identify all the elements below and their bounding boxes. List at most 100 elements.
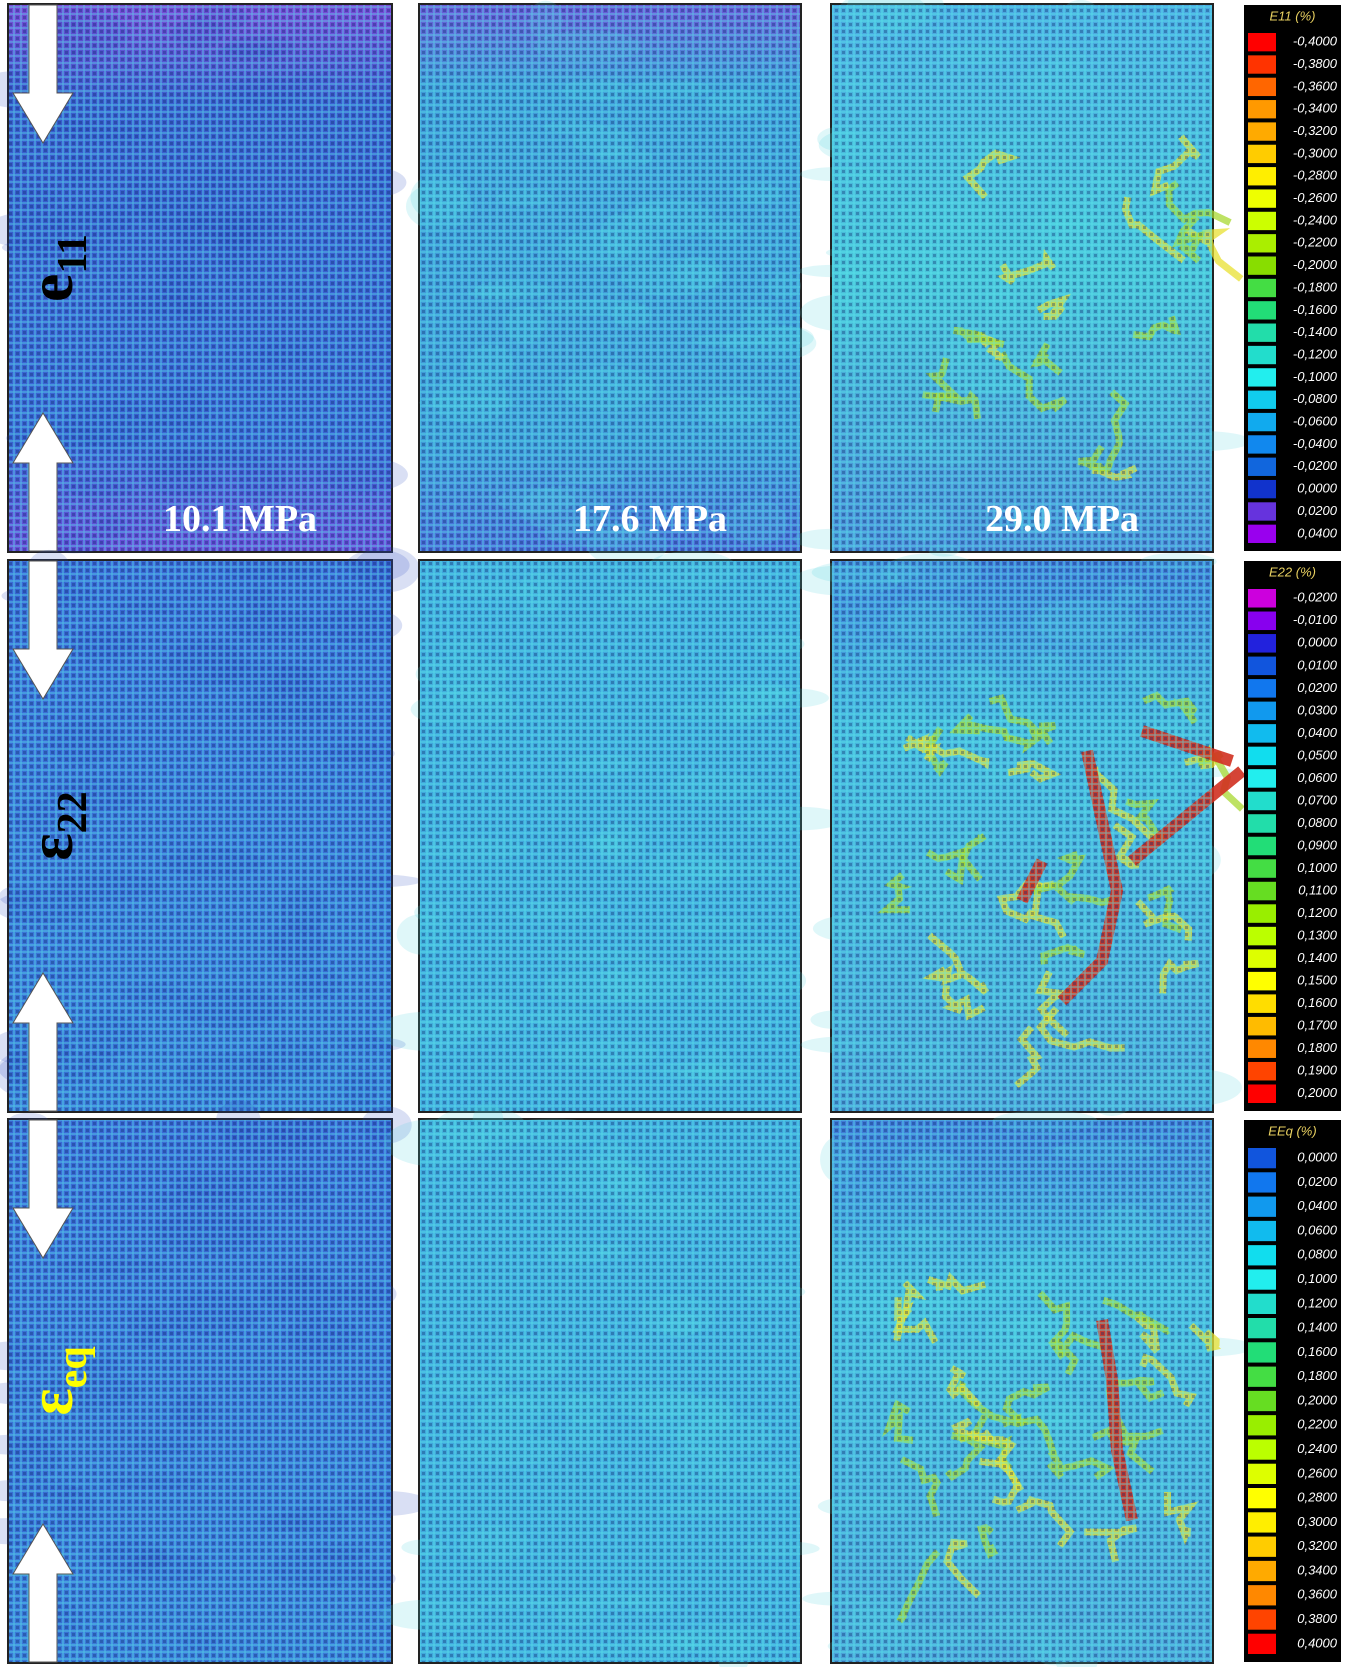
- colorbar-swatch: [1248, 926, 1276, 946]
- map-grid: [9, 5, 391, 551]
- map-grid: [9, 1120, 391, 1662]
- stress-label: 29.0 MPa: [985, 498, 1139, 540]
- colorbar-swatch: [1248, 345, 1276, 365]
- colorbar-label: 0,2200: [1297, 1417, 1338, 1432]
- colorbar-label: 0,1200: [1297, 1295, 1338, 1310]
- colorbar-label: 0,0400: [1297, 525, 1338, 540]
- strain-map: [0, 1100, 430, 1664]
- colorbar-swatch: [1248, 1512, 1276, 1533]
- colorbar-label: -0,0400: [1293, 436, 1338, 451]
- colorbar-label: -0,2600: [1293, 190, 1338, 205]
- colorbar-swatch: [1248, 724, 1276, 743]
- colorbar-label: 0,0600: [1297, 770, 1338, 785]
- colorbar-swatch: [1248, 55, 1276, 74]
- colorbar-label: 0,1800: [1297, 1040, 1338, 1055]
- colorbar-swatch: [1248, 1318, 1276, 1339]
- colorbar-label: -0,1600: [1293, 302, 1338, 317]
- colorbar-label: 0,4000: [1297, 1635, 1338, 1650]
- colorbar-swatch: [1248, 859, 1276, 878]
- colorbar-swatch: [1248, 189, 1276, 208]
- colorbar-label: 0,3400: [1297, 1562, 1338, 1577]
- colorbar-swatch: [1248, 301, 1276, 320]
- strain-map: [376, 550, 848, 1113]
- colorbar-label: 0,0000: [1297, 481, 1338, 496]
- colorbar-swatch: [1248, 1220, 1276, 1242]
- colorbar-label: 0,0700: [1297, 792, 1338, 807]
- colorbar: EEq (%) 0,0000 0,0200 0,0400 0,0600 0,0800 0,1…: [1244, 1120, 1341, 1662]
- load-arrow: [12, 1523, 74, 1663]
- colorbar-label: -0,0800: [1293, 391, 1338, 406]
- colorbar-label: 0,1000: [1297, 860, 1338, 875]
- colorbar-label: 0,1600: [1297, 1344, 1338, 1359]
- colorbar-swatch: [1248, 211, 1276, 231]
- colorbar-label: 0,2000: [1297, 1085, 1338, 1100]
- colorbar-swatch: [1248, 524, 1276, 543]
- colorbar-label: 0,0400: [1297, 1198, 1338, 1213]
- colorbar-label: 0,0600: [1297, 1222, 1338, 1237]
- colorbar-swatch: [1248, 746, 1276, 766]
- colorbar-label: 0,1400: [1297, 1320, 1338, 1335]
- colorbar-swatch: [1248, 1415, 1276, 1436]
- colorbar-swatch: [1248, 1439, 1276, 1460]
- colorbar-swatch: [1248, 479, 1276, 499]
- colorbar-label: -0,0200: [1293, 458, 1338, 473]
- component-label: ε22: [15, 791, 96, 860]
- component-symbol: ε: [15, 1388, 86, 1415]
- colorbar-swatch: [1248, 814, 1276, 833]
- load-arrow: [12, 412, 74, 552]
- colorbar-label: 0,3000: [1297, 1514, 1338, 1529]
- colorbar-label: 0,0900: [1297, 837, 1338, 852]
- colorbar-swatch: [1248, 33, 1276, 52]
- colorbar-swatch: [1248, 1488, 1276, 1509]
- colorbar-swatch: [1248, 234, 1276, 253]
- colorbar-title: EEq (%): [1268, 1123, 1316, 1138]
- colorbar-label: -0,4000: [1293, 34, 1338, 49]
- colorbar-label: 0,0200: [1297, 680, 1338, 695]
- colorbar-title: E22 (%): [1269, 564, 1316, 579]
- colorbar: E11 (%) -0,4000 -0,3800 -0,3600 -0,3400 -0,32…: [1244, 5, 1341, 551]
- colorbar-swatch: [1248, 701, 1276, 721]
- stress-label: 10.1 MPa: [163, 498, 317, 540]
- colorbar-swatch: [1248, 77, 1276, 97]
- strain-map: [793, 0, 1252, 557]
- colorbar-label: 0,1800: [1297, 1368, 1338, 1383]
- strain-map: [405, 0, 817, 567]
- colorbar-label: 0,0500: [1297, 747, 1338, 762]
- colorbar-swatch: [1248, 949, 1276, 968]
- colorbar-swatch: [1248, 1390, 1276, 1412]
- colorbar-label: 0,1000: [1297, 1271, 1338, 1286]
- component-subscript: 11: [50, 234, 96, 274]
- colorbar-swatch: [1248, 611, 1276, 631]
- colorbar-swatch: [1248, 323, 1276, 342]
- colorbar-label: -0,0600: [1293, 414, 1338, 429]
- colorbar-swatch: [1248, 1084, 1276, 1103]
- load-arrow: [12, 1119, 74, 1259]
- colorbar-label: 0,3600: [1297, 1587, 1338, 1602]
- colorbar-swatch: [1248, 435, 1276, 454]
- colorbar-label: -0,2200: [1293, 235, 1338, 250]
- component-symbol: e: [15, 274, 86, 302]
- colorbar-swatch: [1248, 457, 1276, 476]
- colorbar-swatch: [1248, 1016, 1276, 1036]
- map-grid: [832, 561, 1212, 1111]
- colorbar-swatch: [1248, 412, 1276, 432]
- colorbar-swatch: [1248, 971, 1276, 991]
- colorbar-label: -0,2000: [1293, 257, 1338, 272]
- colorbar-label: 0,2600: [1297, 1465, 1338, 1480]
- colorbar-swatch: [1248, 791, 1276, 811]
- colorbar-swatch: [1248, 122, 1276, 141]
- colorbar-label: 0,2000: [1297, 1392, 1338, 1407]
- colorbar-swatch: [1248, 1463, 1276, 1484]
- colorbar-swatch: [1248, 1172, 1276, 1193]
- colorbar-swatch: [1248, 836, 1276, 856]
- colorbar-label: 0,1400: [1297, 950, 1338, 965]
- map-grid: [420, 1120, 800, 1662]
- map-grid: [9, 561, 391, 1111]
- strain-map: [802, 1110, 1254, 1667]
- colorbar-swatch: [1248, 368, 1276, 387]
- component-label: εeq: [15, 1346, 96, 1415]
- colorbar-label: 0,0200: [1297, 503, 1338, 518]
- strain-map: [0, 546, 422, 1113]
- colorbar-swatch: [1248, 1536, 1276, 1557]
- colorbar-label: 0,0100: [1297, 657, 1338, 672]
